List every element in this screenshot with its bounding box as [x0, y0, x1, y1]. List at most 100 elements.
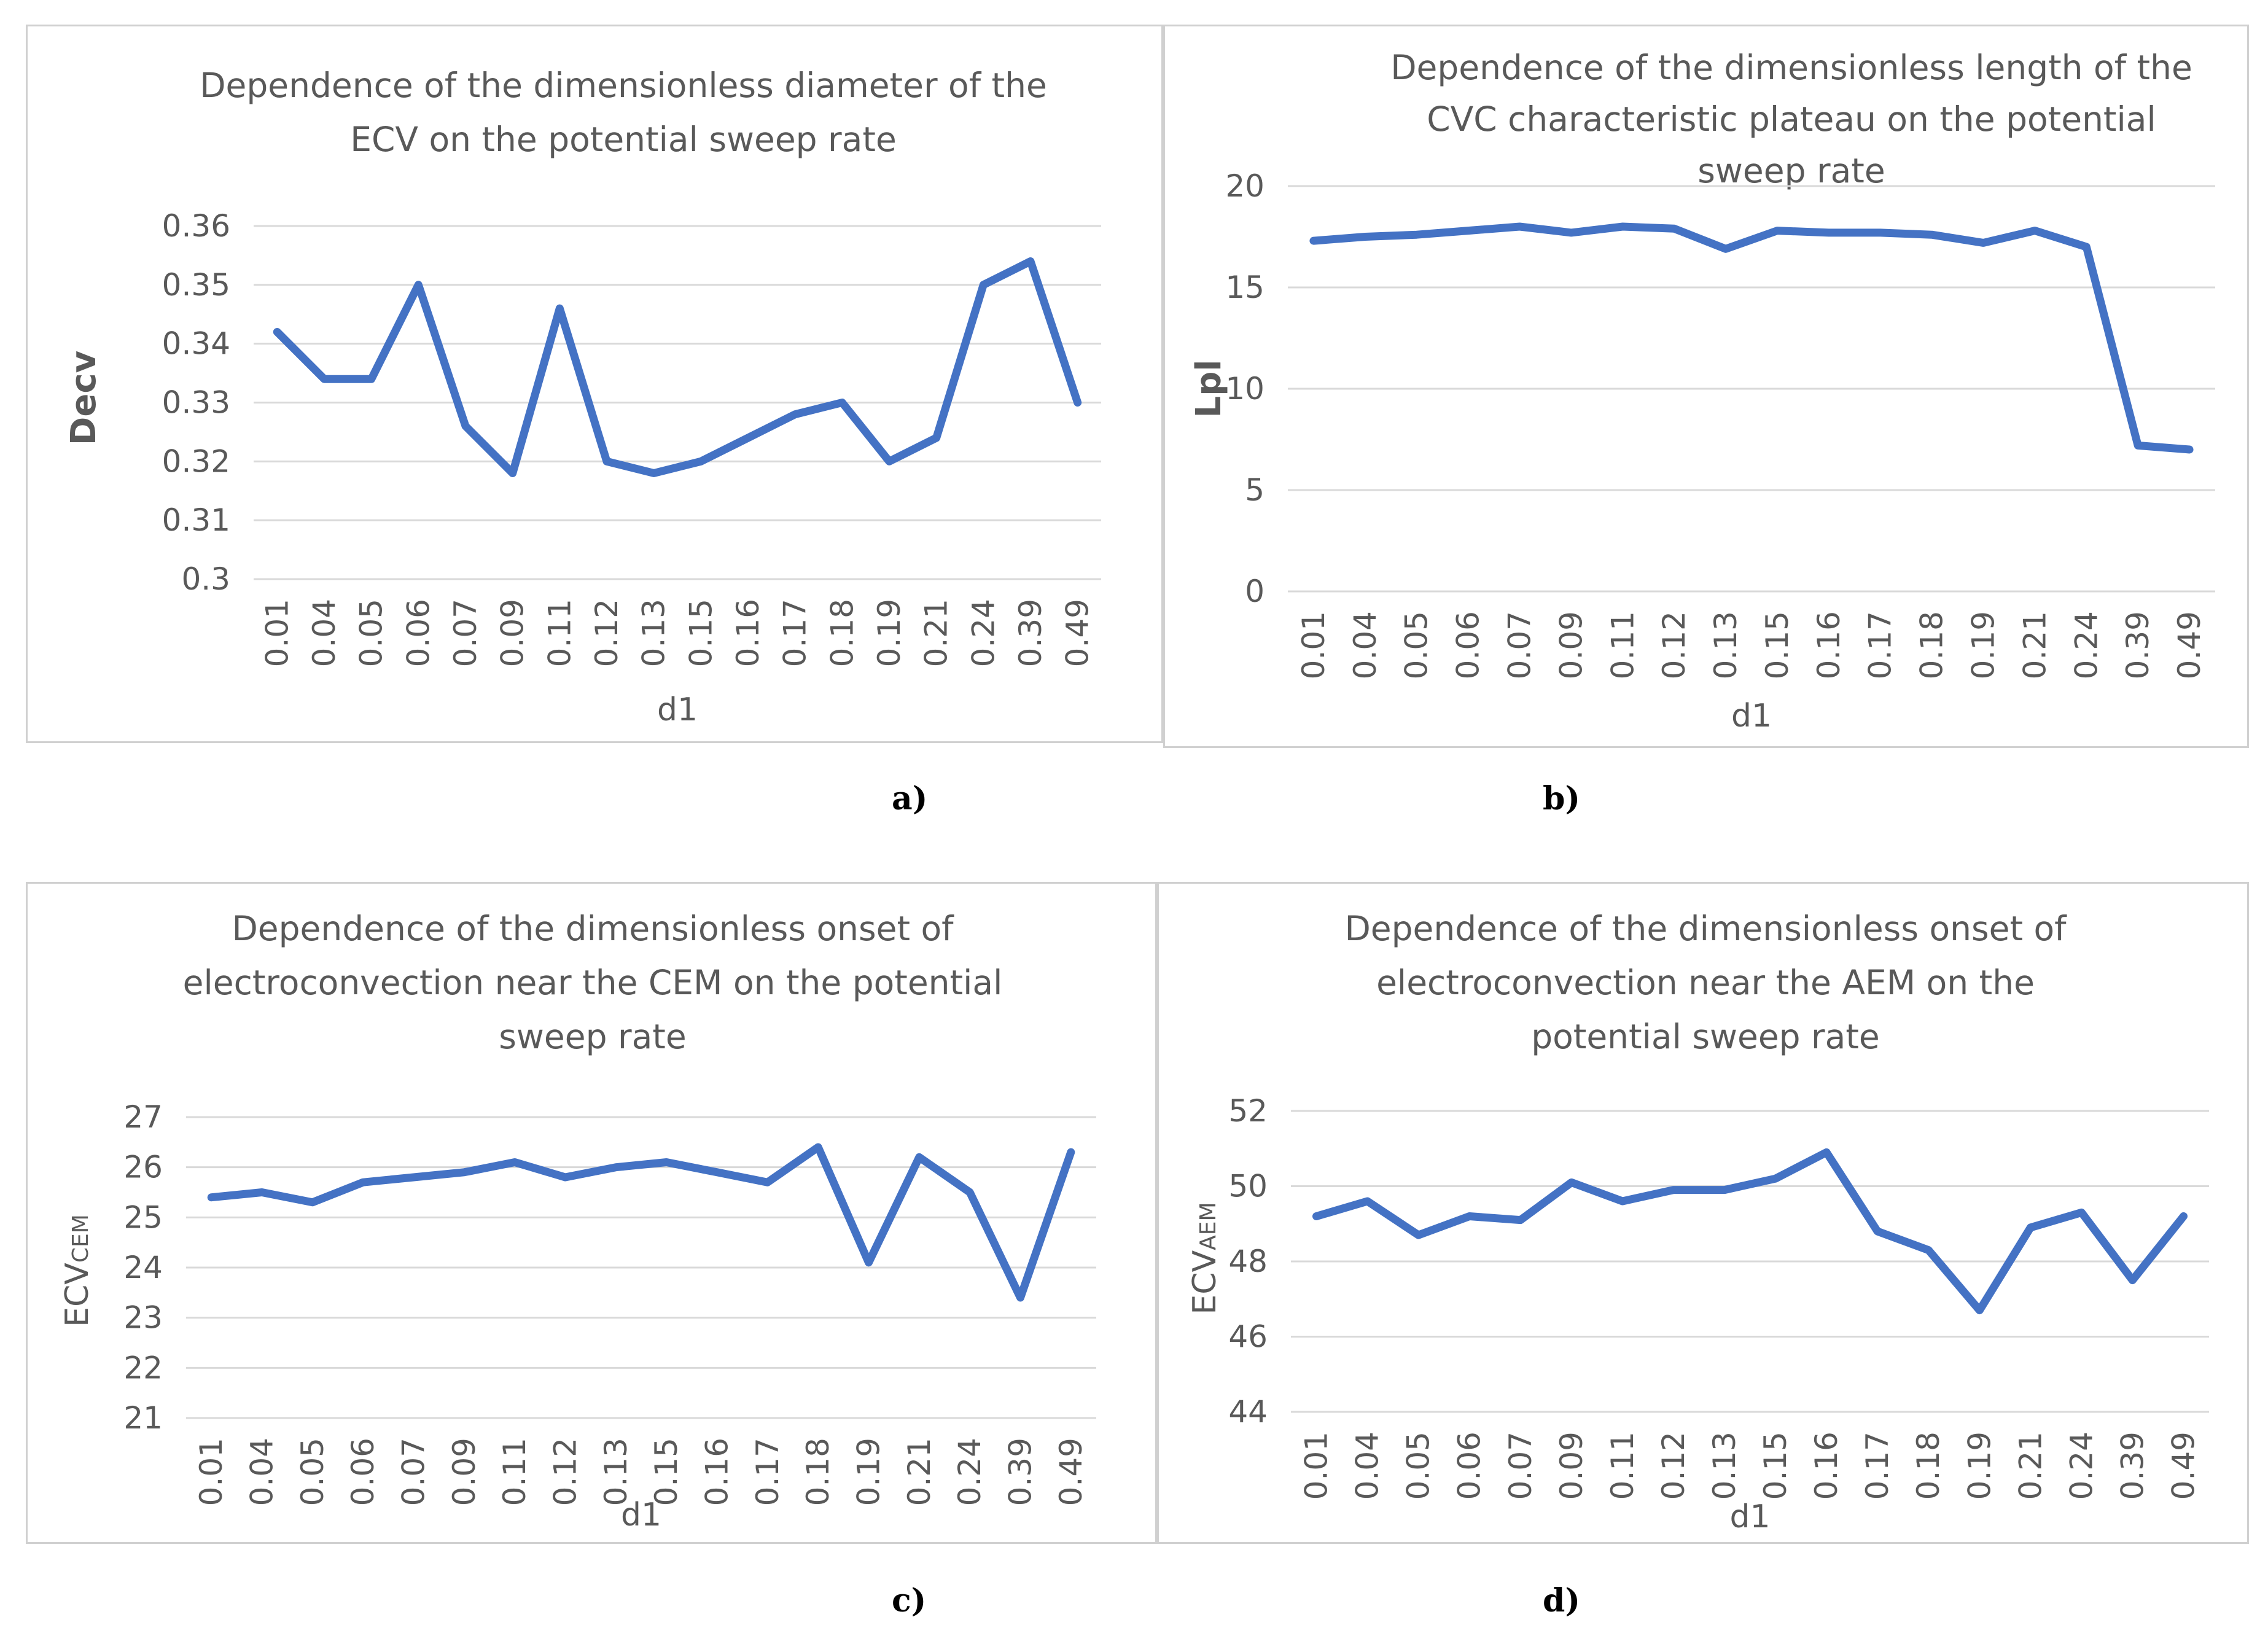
y-tick-label: 0.35: [162, 267, 230, 303]
x-tick-label: 0.19: [871, 599, 907, 667]
chart-panel-c: Dependence of the dimensionless onset of…: [26, 882, 1157, 1544]
x-tick-label: 0.21: [2017, 611, 2052, 679]
y-tick-label: 46: [1228, 1319, 1268, 1355]
panel-label-d: d): [1543, 1582, 1580, 1619]
x-tick-label: 0.18: [1911, 1432, 1946, 1500]
x-tick-label: 0.06: [1451, 611, 1486, 679]
x-tick-label: 0.15: [649, 1438, 684, 1506]
x-tick-label: 0.05: [1401, 1432, 1436, 1500]
x-tick-label: 0.17: [777, 599, 813, 667]
x-tick-label: 0.13: [598, 1438, 634, 1506]
x-tick-label: 0.19: [1962, 1432, 1997, 1500]
series-line: [1309, 222, 2194, 454]
series-line: [273, 257, 1082, 477]
x-tick-label: 0.15: [683, 599, 719, 667]
x-tick-label: 0.06: [345, 1438, 381, 1506]
chart-b: Dependence of the dimensionless length o…: [1189, 48, 2215, 734]
x-tick-label: 0.13: [636, 599, 672, 667]
x-tick-label: 0.11: [1605, 611, 1640, 679]
x-axis-label: d1: [621, 1497, 661, 1533]
chart-title-line: potential sweep rate: [1531, 1017, 1880, 1056]
panel-label-b: b): [1543, 780, 1580, 817]
y-tick-label: 0.32: [162, 443, 230, 479]
x-tick-label: 0.21: [919, 599, 954, 667]
x-tick-label: 0.05: [295, 1438, 330, 1506]
x-tick-label: 0.04: [306, 599, 342, 667]
y-tick-label: 15: [1225, 270, 1265, 305]
y-tick-label: 48: [1228, 1244, 1268, 1279]
x-tick-label: 0.11: [542, 599, 577, 667]
chart-c: Dependence of the dimensionless onset of…: [59, 909, 1096, 1533]
chart-title-line: electroconvection near the CEM on the po…: [183, 963, 1003, 1002]
x-tick-label: 0.07: [448, 599, 483, 667]
x-tick-label: 0.49: [1053, 1438, 1089, 1506]
y-tick-label: 10: [1225, 371, 1265, 407]
chart-d: Dependence of the dimensionless onset of…: [1187, 909, 2209, 1535]
x-tick-label: 0.13: [1707, 1432, 1742, 1500]
x-tick-label: 0.24: [965, 599, 1001, 667]
y-tick-label: 50: [1228, 1169, 1268, 1204]
chart-title-line: sweep rate: [499, 1017, 686, 1056]
y-tick-label: 0.33: [162, 385, 230, 421]
x-tick-label: 0.18: [800, 1438, 836, 1506]
y-tick-label: 26: [123, 1150, 163, 1185]
x-tick-label: 0.09: [446, 1438, 482, 1506]
y-axis-label-subscript: CEM: [68, 1214, 93, 1263]
x-axis-label: d1: [657, 692, 698, 728]
x-tick-label: 0.39: [2114, 1432, 2150, 1500]
y-axis-label: Lpl: [1189, 360, 1229, 418]
x-tick-label: 0.05: [354, 599, 389, 667]
x-tick-label: 0.17: [1863, 611, 1898, 679]
y-tick-label: 0.3: [181, 561, 230, 597]
chart-title-line: Dependence of the dimensionless onset of: [232, 909, 954, 948]
x-tick-label: 0.16: [699, 1438, 735, 1506]
y-tick-label: 27: [123, 1099, 163, 1135]
x-tick-label: 0.12: [589, 599, 625, 667]
x-tick-label: 0.01: [1299, 1432, 1335, 1500]
series-line: [1312, 1148, 2188, 1315]
x-tick-label: 0.17: [1860, 1432, 1895, 1500]
x-tick-label: 0.24: [952, 1438, 988, 1506]
x-tick-label: 0.06: [1452, 1432, 1487, 1500]
x-tick-label: 0.04: [1350, 1432, 1385, 1500]
chart-title-line: electroconvection near the AEM on the: [1376, 963, 2035, 1002]
y-tick-label: 25: [123, 1199, 163, 1235]
chart-a: Dependence of the dimensionless diameter…: [64, 66, 1101, 728]
x-tick-label: 0.19: [851, 1438, 887, 1506]
x-tick-label: 0.39: [2120, 611, 2156, 679]
x-tick-label: 0.09: [1554, 1432, 1589, 1500]
x-tick-label: 0.06: [400, 599, 436, 667]
x-tick-label: 0.11: [497, 1438, 532, 1506]
x-tick-label: 0.15: [1758, 1432, 1793, 1500]
x-tick-label: 0.39: [1003, 1438, 1039, 1506]
x-tick-label: 0.24: [2063, 1432, 2099, 1500]
x-tick-label: 0.49: [1060, 599, 1096, 667]
x-tick-label: 0.21: [902, 1438, 937, 1506]
y-tick-label: 52: [1228, 1093, 1268, 1129]
y-tick-label: 0.34: [162, 326, 230, 362]
x-tick-label: 0.16: [730, 599, 766, 667]
x-tick-label: 0.49: [2172, 611, 2207, 679]
x-tick-label: 0.39: [1013, 599, 1048, 667]
x-tick-label: 0.19: [1966, 611, 2001, 679]
x-tick-label: 0.15: [1759, 611, 1795, 679]
x-tick-label: 0.11: [1605, 1432, 1640, 1500]
x-tick-label: 0.12: [1656, 611, 1692, 679]
x-tick-label: 0.12: [1656, 1432, 1691, 1500]
x-tick-label: 0.24: [2068, 611, 2104, 679]
y-tick-label: 22: [123, 1350, 163, 1385]
x-tick-label: 0.18: [824, 599, 860, 667]
x-tick-label: 0.07: [1502, 611, 1538, 679]
x-tick-label: 0.04: [1347, 611, 1383, 679]
y-axis-label: ECVCEM: [59, 1214, 96, 1327]
x-tick-label: 0.04: [244, 1438, 280, 1506]
x-tick-label: 0.01: [193, 1438, 229, 1506]
chart-panel-d: Dependence of the dimensionless onset of…: [1157, 882, 2249, 1544]
y-tick-label: 5: [1245, 472, 1265, 508]
y-tick-label: 24: [123, 1250, 163, 1285]
panel-label-a: a): [892, 780, 928, 817]
y-axis-label-subscript: AEM: [1196, 1202, 1221, 1250]
chart-title-line: Dependence of the dimensionless diameter…: [200, 66, 1047, 105]
chart-title-line: ECV on the potential sweep rate: [350, 120, 897, 159]
y-axis-label: Decv: [64, 351, 104, 445]
